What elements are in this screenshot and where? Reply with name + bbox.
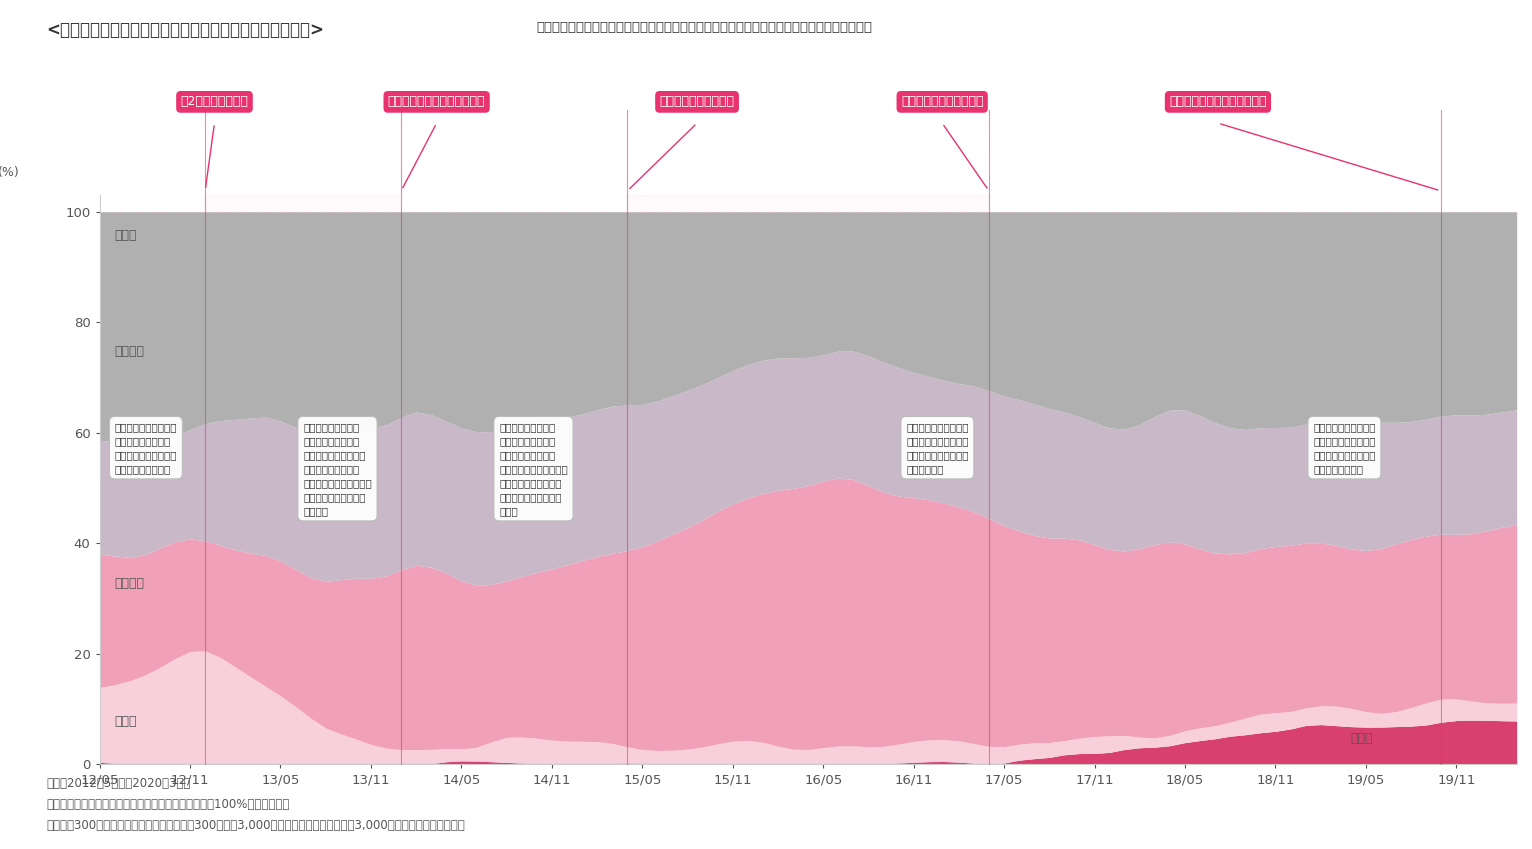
Text: (%): (%) xyxy=(0,166,20,178)
Text: 円安・外需・大型株・
株高へと相場動向が
変する中で、大型株の
保有比率を高める。: 円安・外需・大型株・ 株高へと相場動向が 変する中で、大型株の 保有比率を高める… xyxy=(115,422,178,474)
Text: 現金等: 現金等 xyxy=(115,229,138,243)
Text: 大型株: 大型株 xyxy=(115,716,138,728)
Bar xyxy=(205,195,401,764)
Text: 海外株: 海外株 xyxy=(1351,732,1373,745)
Text: 北朝鮮問題などで顕在
化し始めた地政学的リ
スクに備えて現金等の
比率を上昇。: 北朝鮮問題などで顕在 化し始めた地政学的リ スクに備えて現金等の 比率を上昇。 xyxy=(905,422,968,474)
Text: 地政学的リスクの顕在化: 地政学的リスクの顕在化 xyxy=(901,95,984,109)
Bar xyxy=(401,195,627,764)
Text: 新型コロナウイルス感染拡大: 新型コロナウイルス感染拡大 xyxy=(1169,95,1267,109)
Bar xyxy=(627,195,990,764)
Text: 大型株主導の株式相場: 大型株主導の株式相場 xyxy=(660,95,734,109)
Text: 大型・中小型・超小
型株といったカテゴ
リーを問わず、マクロ
経済環境に左右され
にくい独自要因で業績を
あげられる銘柄の比率
を上昇。: 大型・中小型・超小 型株といったカテゴ リーを問わず、マクロ 経済環境に左右され… xyxy=(303,422,372,515)
Text: 第2次安倍内閣発足: 第2次安倍内閣発足 xyxy=(181,95,248,109)
Text: 日本銀行や公的年金
等の資金流入期待を
背景に、日経平均株
価上昇。大型・中小型・
超小型株のバランスを
意識したポートフォリ
オに。: 日本銀行や公的年金 等の資金流入期待を 背景に、日経平均株 価上昇。大型・中小型… xyxy=(499,422,568,515)
Text: 期間：2012年5月末～2020年3月末: 期間：2012年5月末～2020年3月末 xyxy=(46,777,190,790)
Text: 不確実性リスクに備え
るため、流動性の高い
大型株を売却し、現金
等の比率を上昇。: 不確実性リスクに備え るため、流動性の高い 大型株を売却し、現金 等の比率を上昇… xyxy=(1313,422,1376,474)
Bar xyxy=(990,195,1442,764)
Text: 中小型株: 中小型株 xyxy=(115,577,144,590)
Text: 超小型株: 超小型株 xyxy=(115,346,144,358)
Text: ひふみ投信マザーファンドの月末時点の純資産総額を100%として計算。: ひふみ投信マザーファンドの月末時点の純資産総額を100%として計算。 xyxy=(46,798,290,811)
Text: <ひふみ投信マザーファンドの時価総額別構成比率の推移>: <ひふみ投信マザーファンドの時価総額別構成比率の推移> xyxy=(46,21,323,39)
Text: ひふみプラスはファミリーファンド方式でひふみ投信マザーファンドにて運用しています。: ひふみプラスはファミリーファンド方式でひふみ投信マザーファンドにて運用しています… xyxy=(536,21,872,34)
Text: 時価総額300億円未満を超小型株、時価総額300億円～3,000億円を中小型株、時価総額3,000億円超を大型株と定義。: 時価総額300億円未満を超小型株、時価総額300億円～3,000億円を中小型株、… xyxy=(46,819,464,832)
Text: 世界の景気減速懸念が広がる: 世界の景気減速懸念が広がる xyxy=(388,95,486,109)
